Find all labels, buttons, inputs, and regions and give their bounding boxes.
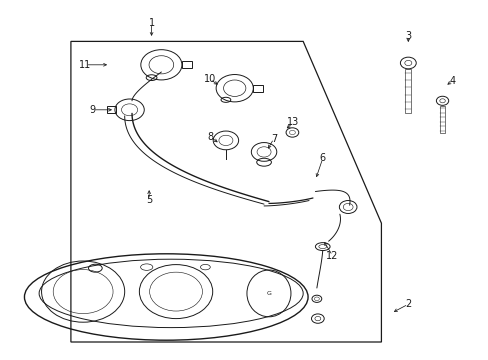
- Text: 13: 13: [286, 117, 299, 127]
- Text: 2: 2: [405, 299, 410, 309]
- Text: 4: 4: [448, 76, 454, 86]
- Bar: [405, 69, 410, 113]
- Text: 3: 3: [405, 31, 410, 41]
- Text: G: G: [266, 291, 271, 296]
- Text: 6: 6: [319, 153, 325, 163]
- Bar: [182, 61, 191, 68]
- Text: 1: 1: [148, 18, 154, 28]
- Text: 12: 12: [325, 251, 338, 261]
- Bar: [439, 106, 444, 133]
- Text: 8: 8: [207, 132, 213, 142]
- Text: 5: 5: [146, 195, 152, 205]
- Text: 10: 10: [203, 74, 216, 84]
- Bar: [253, 85, 263, 92]
- Text: 11: 11: [79, 60, 92, 70]
- Bar: [107, 106, 116, 113]
- Text: 9: 9: [90, 105, 96, 115]
- Text: 7: 7: [270, 134, 276, 144]
